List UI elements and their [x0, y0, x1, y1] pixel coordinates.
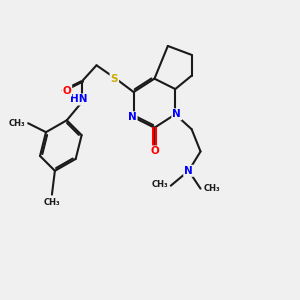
Text: N: N — [128, 112, 136, 122]
Text: CH₃: CH₃ — [44, 198, 60, 207]
Text: CH₃: CH₃ — [151, 180, 168, 189]
Text: CH₃: CH₃ — [203, 184, 220, 193]
Text: N: N — [172, 109, 181, 119]
Text: CH₃: CH₃ — [8, 119, 25, 128]
Text: HN: HN — [70, 94, 87, 104]
Text: O: O — [62, 85, 71, 96]
Text: O: O — [150, 146, 159, 157]
Text: S: S — [111, 74, 118, 84]
Text: N: N — [184, 166, 193, 176]
